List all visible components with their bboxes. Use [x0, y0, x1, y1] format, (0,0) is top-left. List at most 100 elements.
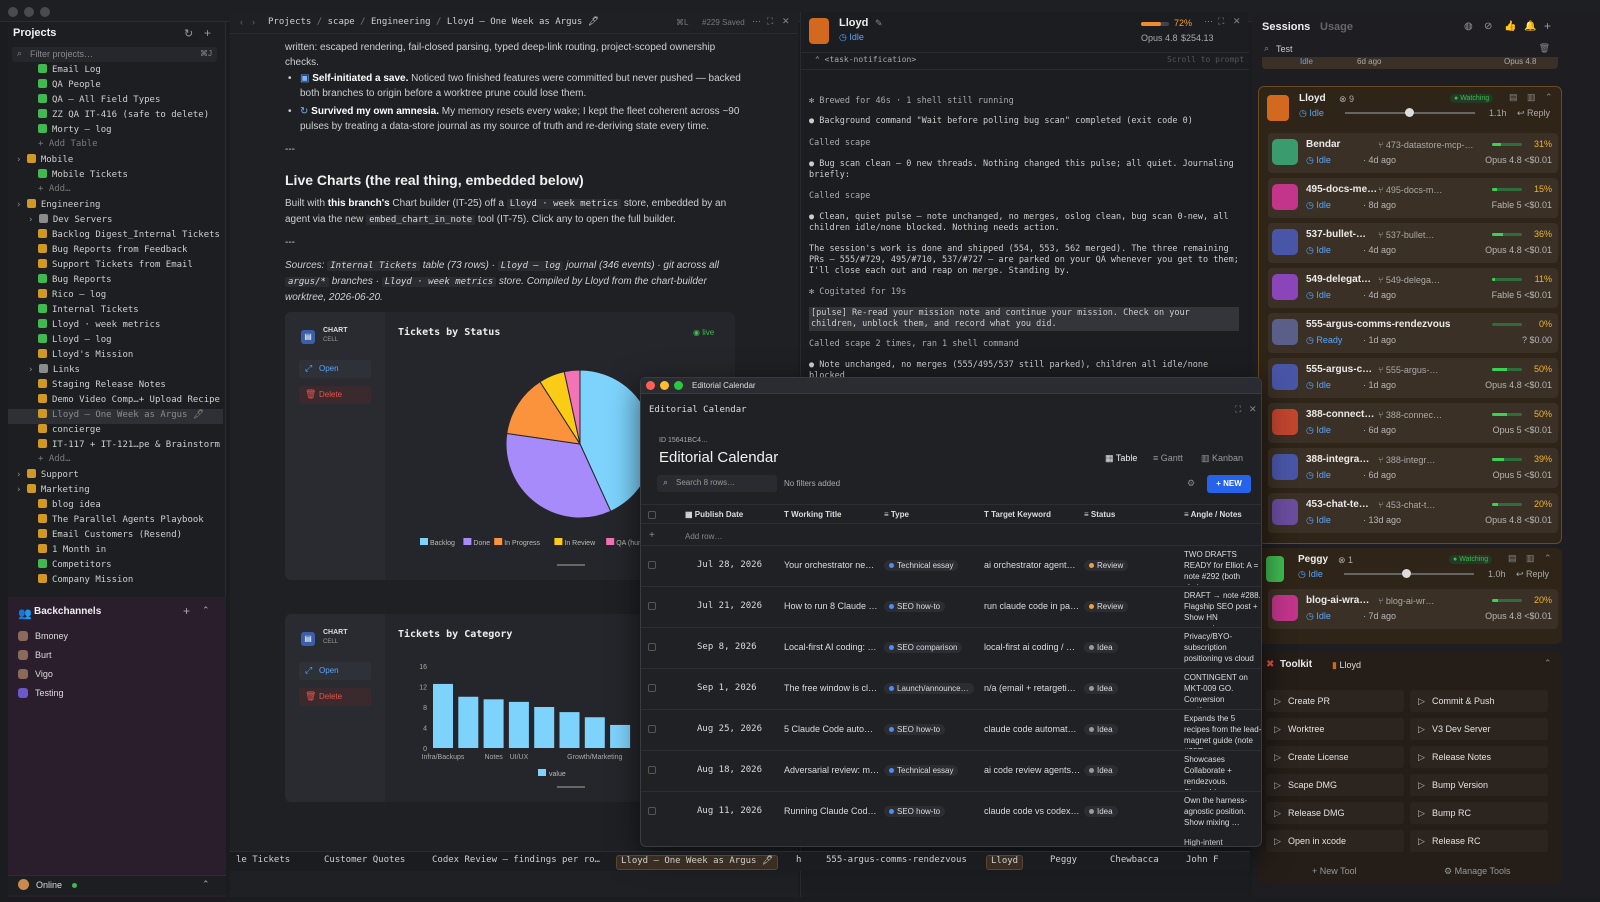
keyword-cell[interactable]: n/a (email + retargeti…: [984, 683, 1076, 693]
publish-date-cell[interactable]: Sep 1, 2026: [697, 683, 757, 693]
sidebar-item[interactable]: QA — All Field Types: [8, 94, 160, 109]
sidebar-item[interactable]: Email Log: [8, 64, 101, 79]
session-card[interactable]: Bendar ⑂ 473-datastore-mcp-… 31% ◷ Idle · 4d…: [1268, 133, 1558, 173]
sidebar-item[interactable]: Lloyd — One Week as Argus 🖋: [8, 409, 223, 424]
sidebar-item[interactable]: Backlog Digest_Internal Tickets: [8, 229, 220, 244]
table-row[interactable]: Sep 1, 2026 The free window is cl… Launch/…: [641, 668, 1261, 709]
slider-thumb[interactable]: [1405, 108, 1414, 117]
avatar[interactable]: [18, 879, 29, 890]
session-card[interactable]: 388-connect… ⑂ 388-connec… 50% ◷ Idle · 6d a…: [1268, 403, 1558, 443]
session-card-partial[interactable]: Idle 6d ago Opus 4.8: [1262, 57, 1558, 69]
tool-button[interactable]: Release Notes: [1410, 746, 1548, 768]
sidebar-item[interactable]: › Dev Servers: [8, 214, 112, 229]
reply-button[interactable]: ↩ Reply: [1517, 108, 1551, 118]
publish-date-cell[interactable]: Jul 28, 2026: [697, 560, 763, 570]
working-title-cell[interactable]: The free window is cl…: [784, 683, 878, 693]
status-cell[interactable]: Idea: [1084, 724, 1174, 735]
minimize-window-icon[interactable]: [660, 381, 669, 390]
row-checkbox[interactable]: [648, 643, 656, 651]
chevron-right-icon[interactable]: ›: [16, 470, 27, 480]
sidebar-item[interactable]: + Add Table: [8, 139, 98, 154]
breadcrumb-projects[interactable]: Projects: [268, 17, 312, 27]
sidebar-item[interactable]: concierge: [8, 424, 101, 439]
sidebar-item[interactable]: Company Mission: [8, 574, 133, 589]
bottom-tab[interactable]: Lloyd — One Week as Argus 🖋: [616, 855, 779, 870]
keyword-cell[interactable]: run claude code in pa…: [984, 601, 1080, 611]
more-icon[interactable]: ⋯: [1204, 16, 1213, 26]
new-row-button[interactable]: + NEW: [1207, 475, 1251, 493]
bar-1[interactable]: [458, 696, 479, 748]
edit-icon[interactable]: ✎: [875, 18, 883, 28]
sidebar-item[interactable]: ZZ QA IT-416 (safe to delete): [8, 109, 209, 124]
publish-date-cell[interactable]: Aug 18, 2026: [697, 765, 763, 775]
backchannel-item[interactable]: Testing: [18, 688, 64, 698]
tool-button[interactable]: Commit & Push: [1410, 690, 1548, 712]
tool-button[interactable]: Release DMG: [1266, 802, 1404, 824]
chevron-right-icon[interactable]: ›: [16, 200, 27, 210]
row-checkbox[interactable]: [648, 807, 656, 815]
tool-button[interactable]: Worktree: [1266, 718, 1404, 740]
row-checkbox[interactable]: [648, 602, 656, 610]
bottom-tab[interactable]: h: [796, 855, 802, 865]
status-cell[interactable]: Idea: [1084, 765, 1174, 776]
session-card[interactable]: 555-argus-comms-rendezvous 0% ◷ Ready · 1d …: [1268, 313, 1558, 353]
archive-icon[interactable]: ▥: [1526, 553, 1535, 563]
col-working-title[interactable]: T Working Title: [784, 510, 842, 519]
backchannel-item[interactable]: Bmoney: [18, 631, 68, 641]
reply-button[interactable]: ↩ Reply: [1516, 569, 1550, 579]
breadcrumb-engineering[interactable]: Engineering: [370, 17, 431, 27]
notes-cell[interactable]: Expands the 5 recipes from the lead-magn…: [1184, 714, 1262, 749]
filters-label[interactable]: No filters added: [784, 479, 841, 488]
manage-tools-button[interactable]: ⚙ Manage Tools: [1444, 866, 1511, 876]
expand-icon[interactable]: ⛶: [1235, 404, 1242, 414]
breadcrumb-current[interactable]: Lloyd — One Week as Argus 🖋: [446, 17, 600, 27]
type-cell[interactable]: SEO comparison: [884, 642, 980, 653]
sidebar-item[interactable]: Lloyd's Mission: [8, 349, 133, 364]
delete-chart-button[interactable]: 🗑 Delete: [299, 386, 371, 404]
backchannel-item[interactable]: Burt: [18, 650, 52, 660]
sidebar-item[interactable]: + Add…: [8, 454, 71, 469]
row-checkbox[interactable]: [648, 561, 656, 569]
chevron-up-icon[interactable]: ⌃: [202, 605, 210, 615]
refresh-icon[interactable]: ↻: [184, 28, 194, 40]
sidebar-item[interactable]: Mobile Tickets: [8, 169, 128, 184]
open-chart-button[interactable]: ⤢ Open: [299, 360, 371, 378]
expand-icon[interactable]: ⛶: [1218, 16, 1225, 26]
table-row[interactable]: Aug 25, 2026 5 Claude Code auto… SEO how-t…: [641, 709, 1262, 750]
bar-7[interactable]: [610, 724, 631, 748]
close-icon[interactable]: ✕: [782, 16, 790, 26]
bottom-tab[interactable]: Customer Quotes: [324, 855, 406, 865]
session-card[interactable]: blog-ai-wra… ⑂ blog-ai-wr… 20% ◷ Idle · 7d a…: [1268, 589, 1558, 629]
sidebar-item[interactable]: Competitors: [8, 559, 112, 574]
keyword-cell[interactable]: local-first ai coding / …: [984, 642, 1076, 652]
bar-4[interactable]: [534, 707, 555, 748]
bottom-tab[interactable]: Peggy: [1050, 855, 1078, 865]
bottom-tab[interactable]: Chewbacca: [1110, 855, 1159, 865]
sidebar-item[interactable]: Staging Release Notes: [8, 379, 166, 394]
notes-cell[interactable]: TWO DRAFTS READY for Elliot: A = note #2…: [1184, 550, 1259, 585]
add-row-icon[interactable]: +: [649, 530, 655, 541]
tool-button[interactable]: Create License: [1266, 746, 1404, 768]
scroll-indicator[interactable]: [557, 786, 585, 788]
status-cell[interactable]: Review: [1084, 601, 1174, 612]
breadcrumb-scape[interactable]: scape: [327, 17, 355, 27]
note-icon[interactable]: ▤: [1508, 553, 1517, 563]
publish-date-cell[interactable]: Aug 25, 2026: [697, 724, 763, 734]
view-kanban-tab[interactable]: ▥ Kanban: [1201, 453, 1244, 463]
tool-button[interactable]: V3 Dev Server: [1410, 718, 1548, 740]
table-row[interactable]: Jul 21, 2026 How to run 8 Claude … SEO how…: [641, 586, 1261, 627]
slider-thumb[interactable]: [1402, 569, 1411, 578]
chevron-up-icon[interactable]: ⌃: [202, 879, 210, 889]
table-row[interactable]: Jul 28, 2026 Your orchestrator ne… Technic…: [641, 545, 1261, 586]
working-title-cell[interactable]: Running Claude Cod…: [784, 806, 877, 816]
col-angle-notes[interactable]: ≡ Angle / Notes: [1184, 510, 1242, 519]
close-window-icon[interactable]: [646, 381, 655, 390]
sidebar-item[interactable]: blog idea: [8, 499, 101, 514]
back-icon[interactable]: ‹: [240, 17, 243, 27]
status-cell[interactable]: Review: [1084, 560, 1174, 571]
type-cell[interactable]: SEO how-to: [884, 601, 980, 612]
forward-icon[interactable]: ›: [252, 17, 255, 27]
sidebar-item[interactable]: + Add…: [8, 184, 71, 199]
sidebar-item[interactable]: Demo Video Comp…+ Upload Recipe: [8, 394, 220, 409]
open-chart-button[interactable]: ⤢ Open: [299, 662, 371, 680]
